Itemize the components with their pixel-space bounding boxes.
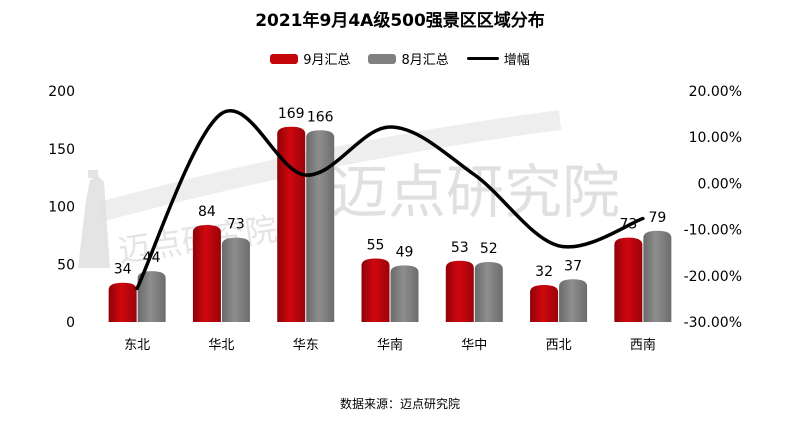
bar-label-sep-0: 34 [114,262,132,278]
legend-swatch-sep [270,53,299,64]
bar-sep-1 [192,224,221,322]
growth-line [135,109,645,291]
bar-label-aug-3: 49 [396,244,414,260]
bar-aug-2 [306,130,335,322]
bar-label-sep-5: 32 [535,264,553,280]
bar-label-aug-4: 52 [480,241,498,257]
bar-aug-1 [221,237,250,322]
bar-sep-6 [614,237,643,322]
y-right-tick-4: 10.00% [689,130,742,146]
y-left-tick-3: 150 [48,142,75,158]
bar-label-aug-6: 79 [648,210,666,226]
legend-item-aug: 8月汇总 [368,49,449,68]
x-tick-label-0: 东北 [124,338,150,353]
legend-label-growth: 增幅 [503,53,530,68]
x-tick-label-1: 华北 [208,338,234,353]
y-axis-left: 0 50 100 150 200 [48,84,75,331]
y-left-tick-2: 100 [48,200,75,216]
bars-group [108,126,672,323]
legend: 9月汇总 8月汇总 增幅 [0,49,800,68]
bar-aug-0 [137,271,166,322]
x-tick-label-5: 西北 [546,338,572,353]
bar-label-sep-1: 84 [198,204,216,220]
y-right-tick-2: -10.00% [684,223,742,239]
bar-aug-5 [559,279,588,322]
bar-label-aug-1: 73 [227,217,245,233]
bar-sep-4 [445,260,474,322]
legend-item-sep: 9月汇总 [270,49,350,68]
bar-label-aug-5: 37 [564,258,582,274]
growth-line-group [135,109,645,291]
y-right-tick-0: -30.00% [684,315,742,331]
legend-item-growth: 增幅 [466,49,530,68]
y-left-tick-0: 0 [66,315,75,331]
y-right-tick-5: 20.00% [689,84,742,100]
x-axis: 东北 华北 华东 华南 华中 西北 西南 [124,337,656,353]
bar-label-sep-3: 55 [367,237,385,253]
y-right-tick-3: 0.00% [698,176,742,192]
bar-aug-6 [643,230,672,322]
chart-title: 2021年9月4A级500强景区区域分布 [255,11,545,31]
y-left-tick-1: 50 [57,257,75,273]
y-axis-right: -30.00% -20.00% -10.00% 0.00% 10.00% 20.00% [684,84,742,331]
bar-aug-3 [390,265,419,322]
bar-sep-2 [277,126,306,323]
legend-label-aug: 8月汇总 [401,53,449,68]
legend-swatch-aug [368,53,397,64]
x-tick-label-3: 华南 [377,337,403,353]
bar-label-sep-2: 169 [278,106,305,122]
bar-sep-0 [108,282,137,322]
bar-label-aug-2: 166 [307,109,334,125]
bar-aug-4 [474,261,503,322]
y-right-tick-1: -20.00% [684,269,742,285]
x-tick-label-6: 西南 [630,337,656,353]
legend-label-sep: 9月汇总 [303,53,351,68]
y-left-tick-4: 200 [48,84,75,100]
bar-sep-3 [361,258,390,322]
source-note: 数据来源：迈点研究院 [339,397,460,411]
bar-label-sep-4: 53 [451,240,469,256]
bar-sep-5 [530,285,559,322]
x-tick-label-4: 华中 [461,338,487,353]
legend-swatch-growth [466,57,499,60]
x-tick-label-2: 华东 [293,338,319,353]
